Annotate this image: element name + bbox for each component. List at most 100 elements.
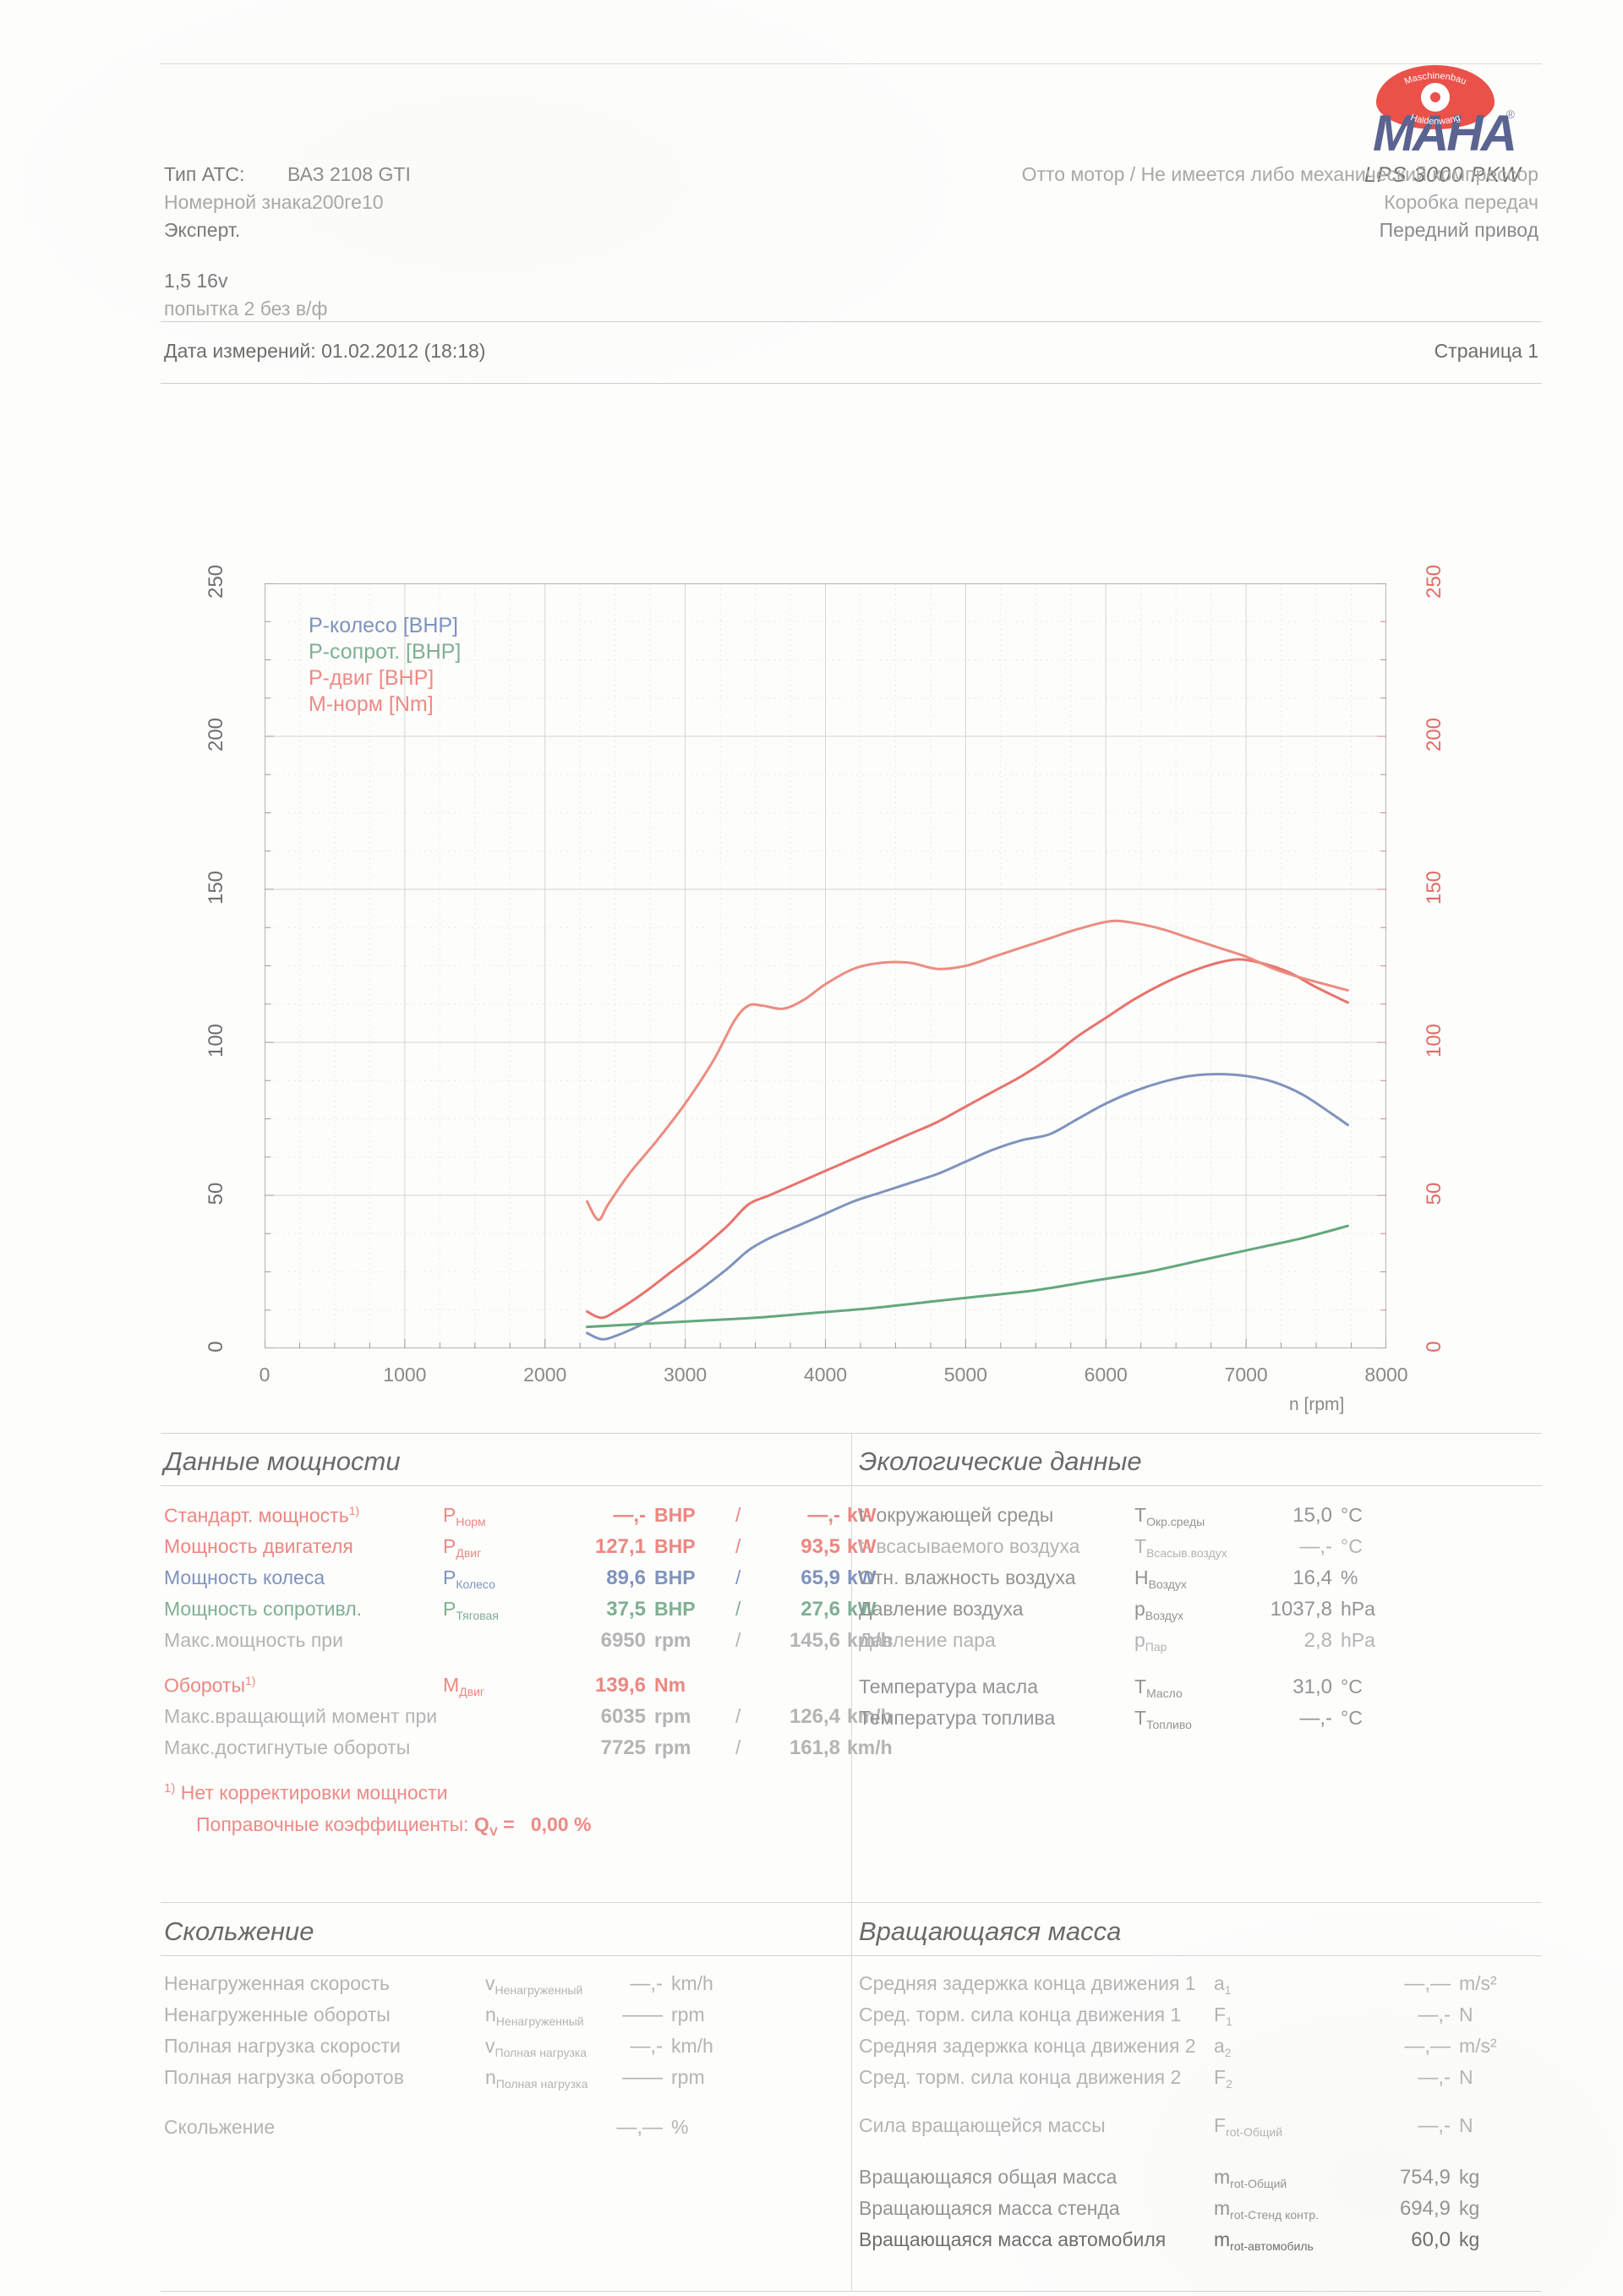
row-symbol: PКолесо [443,1566,495,1591]
row-label: Мощность двигателя [164,1535,353,1557]
row-value-primary: —,- [630,1972,663,1995]
row-unit-secondary: km/h [847,1736,893,1758]
gear-icon [1376,65,1495,129]
row-unit-secondary: kW [847,1504,877,1526]
eco-row: t- всасываемого воздуха TВсасыв.воздух —,-… [859,1535,1527,1566]
row-symbol: a2 [1214,2035,1232,2059]
row-value-secondary: 65,9 [801,1566,840,1589]
row-value-primary: —,- [1299,1535,1332,1558]
row-unit-primary: m/s² [1459,2035,1497,2057]
eco-row: Отн. влажность воздуха HВоздух 16,4% [859,1566,1527,1597]
row-symbol: pВоздух [1134,1598,1184,1622]
expert-label: Эксперт. [164,219,241,241]
row-label: Макс.вращающий момент при [164,1705,438,1727]
y-axis-right-tick: 200 [1423,717,1445,752]
row-symbol: a1 [1214,1972,1232,1997]
engine-note-1: 1,5 16v [164,270,228,292]
row-unit-secondary: kW [847,1566,877,1588]
row-symbol: nНенагруженный [485,2004,584,2028]
row-label: Ненагруженные обороты [164,2004,391,2025]
panels-bottom-rule [161,2291,1542,2292]
y-axis-left-tick: 150 [205,870,227,905]
row-value-primary: 694,9 [1399,2197,1451,2220]
row-label: Полная нагрузка скорости [164,2035,401,2057]
row-value-primary: —,- [1418,2114,1451,2137]
row-unit-primary: BHP [654,1598,696,1620]
row-unit-primary: BHP [654,1535,696,1557]
row-label: t- окружающей среды [859,1504,1054,1526]
row-unit-primary: rpm [671,2004,705,2025]
row-unit-primary: kg [1459,2228,1480,2250]
row-value-secondary: 145,6 [789,1629,840,1652]
row-label: Макс.достигнутые обороты [164,1736,411,1758]
maha-logo: Maschinenbau Haldenwang MAHA ® LPS 3000 … [1322,63,1542,211]
eco-row: t- окружающей среды TОкр.среды 15,0 °C [859,1504,1527,1534]
mass-row: Вращающаяся масса стенда mrot-Стенд контр… [859,2197,1527,2228]
row-unit-primary: °C [1341,1707,1363,1729]
x-axis-tick: 1000 [383,1364,427,1386]
row-separator: / [735,1736,741,1758]
eco-row: Давление воздуха pВоздух 1037,8 hPa [859,1598,1527,1628]
mass-row: Средняя задержка конца движения 1 a1 —,— m/… [859,1972,1527,2003]
row-separator: / [735,1598,741,1620]
row-value-primary: —— [622,2004,663,2026]
engine-note-2: попытка 2 без в/ф [164,298,328,320]
vehicle-header: Тип ATC: ВАЗ 2108 GTI Номерной знака200г… [161,163,1542,324]
row-label: Вращающаяся общая масса [859,2166,1118,2188]
slip-row: Полная нагрузка оборотов nПолная нагрузка… [164,2066,840,2096]
vehicle-type-label: Тип ATC: [164,163,245,185]
row-separator: / [735,1566,741,1588]
row-symbol: Frot-Общий [1214,2114,1283,2139]
torque-row: Макс.достигнутые обороты 7725 rpm / 161,8 km/… [164,1736,893,1767]
power-correction-note-line2: Поправочные коэффициенты: QV = 0,00 % [196,1813,592,1840]
power-row: Макс.мощность при 6950 rpm / 145,6 km/h [164,1629,893,1659]
row-unit-primary: hPa [1341,1629,1375,1651]
row-symbol: vНенагруженный [485,1972,583,1997]
slip-row: Полная нагрузка скорости vПолная нагрузка… [164,2035,840,2065]
plate-label: Номерной знака200ге10 [164,191,384,213]
row-unit-primary: kg [1459,2197,1480,2219]
measurement-date: Дата измерений: 01.02.2012 (18:18) [164,340,486,362]
y-axis-right-tick: 100 [1423,1023,1445,1058]
row-label: Давление воздуха [859,1598,1024,1620]
vehicle-type-value: ВАЗ 2108 GTI [287,163,411,185]
y-axis-right-tick: 250 [1423,564,1445,599]
y-axis-left-tick: 200 [205,717,227,752]
row-symbol: F2 [1214,2066,1232,2091]
row-symbol: TВсасыв.воздух [1134,1535,1227,1560]
row-label: Скольжение [164,2116,276,2138]
y-axis-right-tick: 50 [1423,1182,1445,1205]
x-axis-tick: 0 [259,1364,270,1386]
mass-row: Сред. торм. сила конца движения 1 F1 —,- N [859,2004,1527,2034]
row-value-primary: 31,0 [1292,1676,1332,1698]
chart-series-2 [586,958,1349,1320]
row-symbol: MДвиг [443,1674,485,1698]
row-label: Мощность сопротивл. [164,1598,362,1620]
row-value-secondary: 27,6 [801,1598,840,1621]
row-unit-primary: rpm [671,2066,705,2088]
row-value-secondary: —,- [807,1504,840,1527]
row-value-primary: —,— [1404,1972,1451,1995]
lower-panels-top-rule [161,1902,1542,1903]
row-value-primary: —,- [1418,2004,1451,2026]
dyno-chart: 0 50 100 150 200 250 0 50 100 150 200 250 0 1000 200… [161,554,1542,1414]
row-unit-primary: kg [1459,2166,1480,2188]
row-unit-primary: N [1459,2114,1473,2136]
row-label: Ненагруженная скорость [164,1972,391,1994]
row-label: Мощность колеса [164,1566,325,1588]
row-symbol: nПолная нагрузка [485,2066,588,2091]
row-value-primary: 1037,8 [1270,1598,1332,1621]
x-axis-tick: 3000 [664,1364,708,1386]
row-label: Средняя задержка конца движения 2 [859,2035,1196,2057]
slip-row: Ненагруженная скорость vНенагруженный —,- k… [164,1972,840,2003]
row-unit-primary: N [1459,2066,1473,2088]
row-value-primary: 7725 [600,1736,646,1759]
row-value-secondary: 93,5 [801,1535,840,1558]
row-value-primary: 89,6 [606,1566,646,1589]
mass-panel-title: Вращающаяся масса [859,1916,1122,1946]
y-axis-left-tick: 250 [205,564,227,599]
engine-kind: Отто мотор / Не имеется либо механически… [1021,163,1538,185]
eco-panel-title: Экологические данные [859,1446,1142,1476]
power-correction-note-line1: 1) Нет корректировки мощности [164,1781,448,1804]
